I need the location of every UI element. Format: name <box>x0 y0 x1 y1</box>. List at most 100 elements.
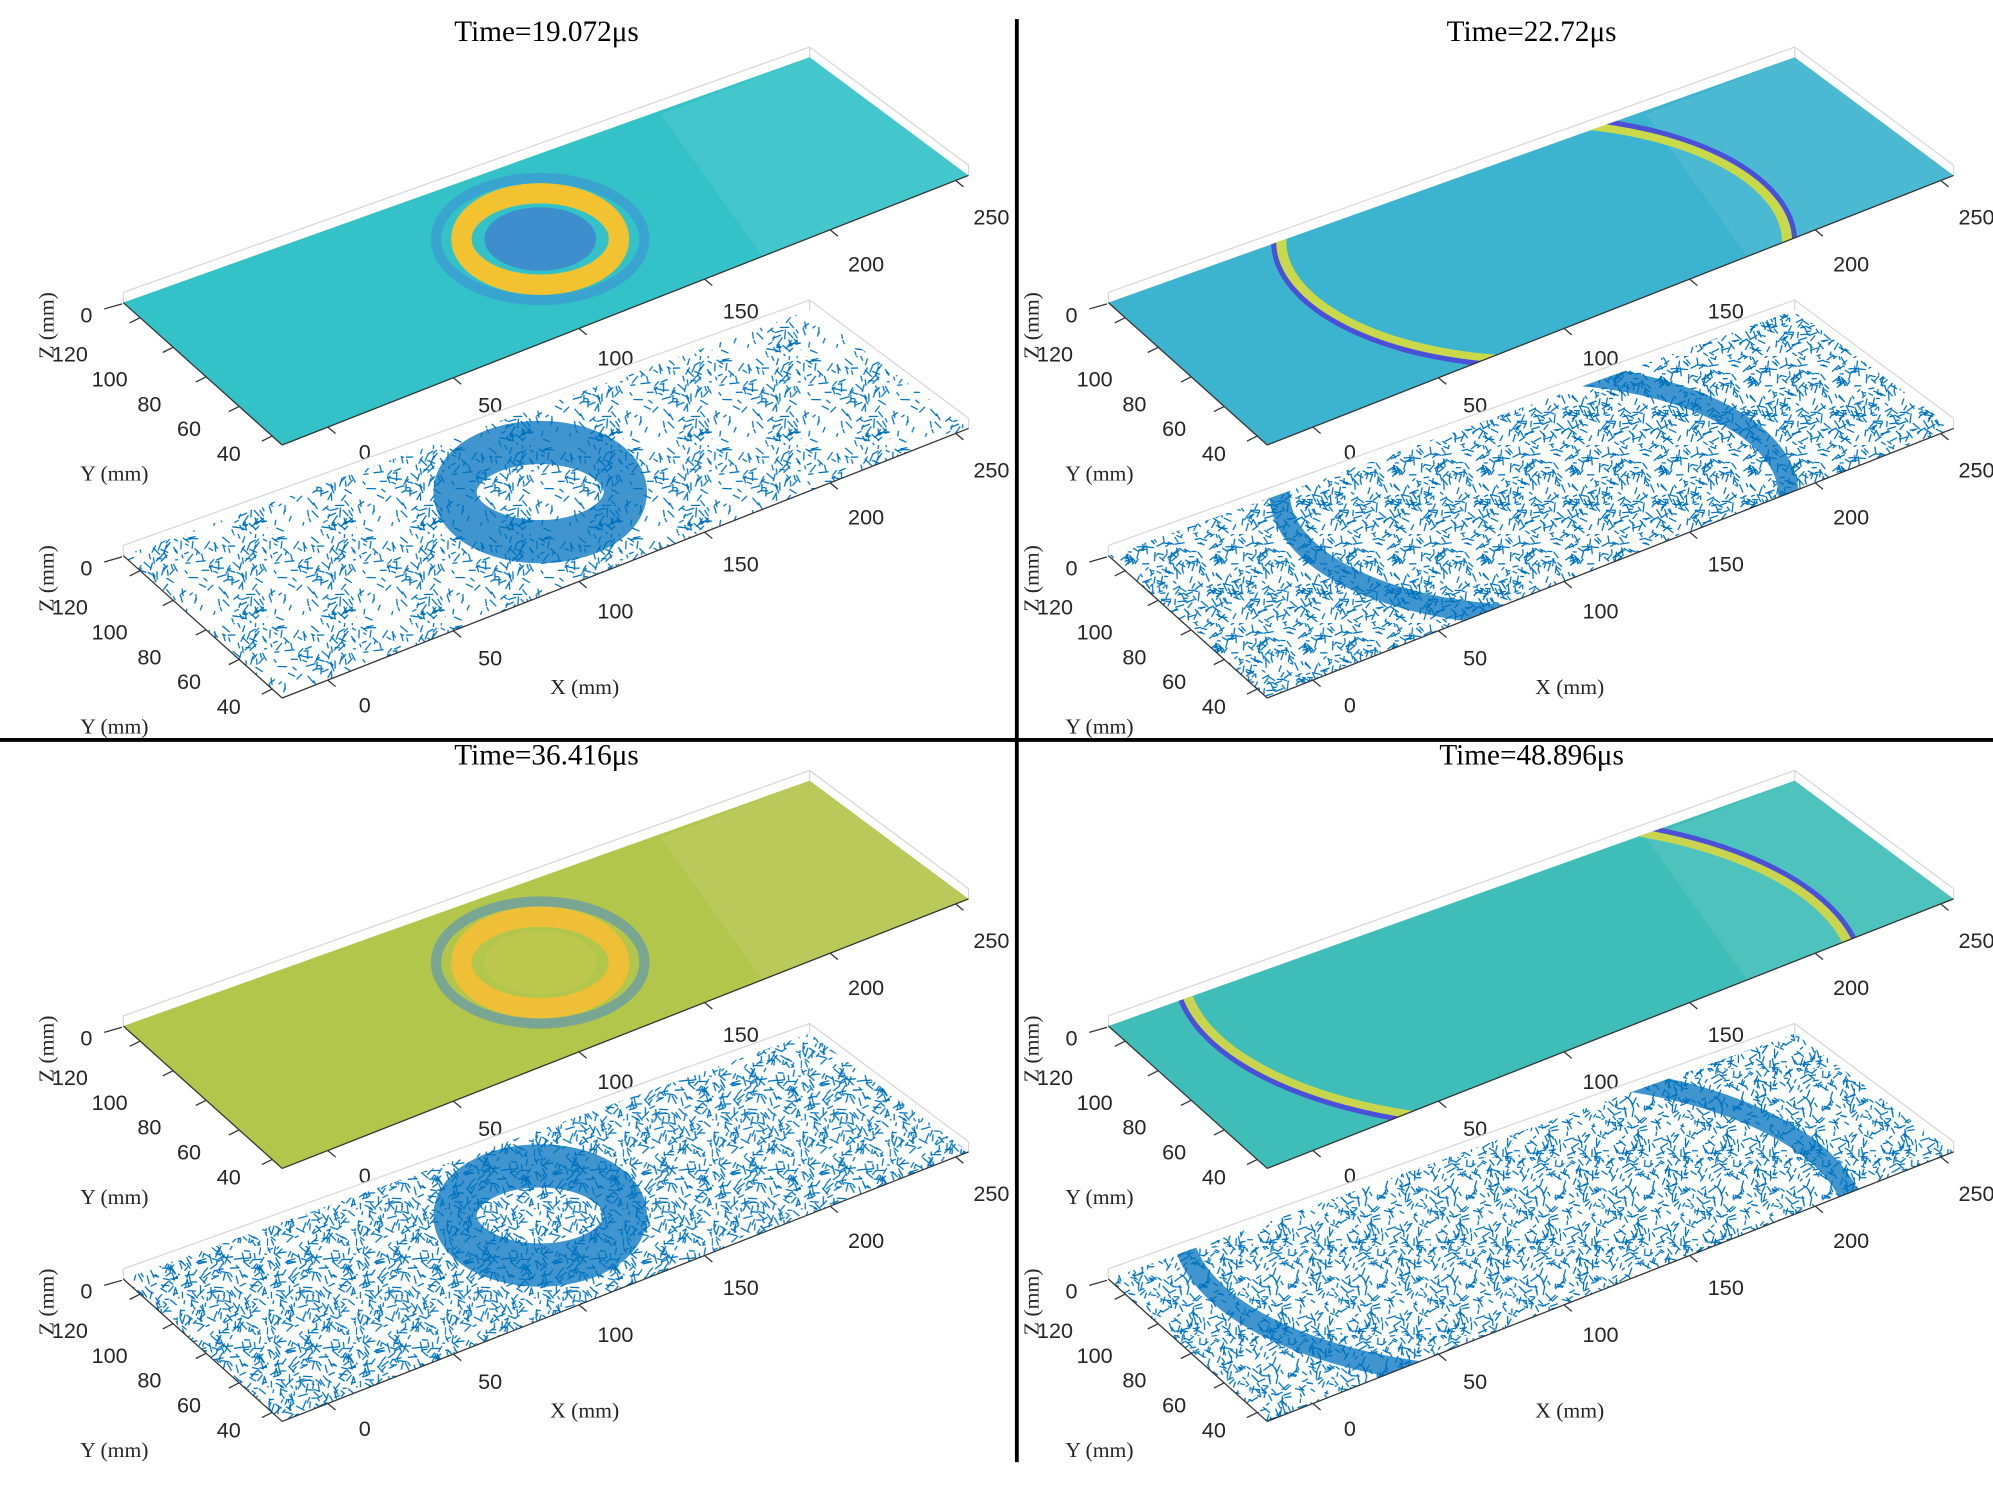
y-axis <box>122 1278 283 1422</box>
x-tick-label: 100 <box>1582 599 1618 624</box>
x-tick-label: 200 <box>848 1228 884 1253</box>
x-tick <box>453 630 462 638</box>
z-tick-label: 0 <box>80 1279 92 1304</box>
x-tick-label: 0 <box>1344 693 1356 718</box>
wave-front <box>433 1144 647 1287</box>
y-axis <box>1107 1025 1268 1169</box>
y-tick-label: 120 <box>1037 595 1073 620</box>
x-tick-label: 150 <box>723 551 759 576</box>
surface <box>1108 780 1954 1169</box>
y-tick-label: 100 <box>1077 1090 1113 1115</box>
x-axis <box>281 427 969 699</box>
x-tick-label: 200 <box>1833 251 1869 276</box>
x-tick <box>955 433 964 441</box>
x-tick-label: 250 <box>973 928 1009 953</box>
x-axis <box>1267 1151 1954 1423</box>
x-axis <box>1267 427 1954 699</box>
y-tick <box>1147 1323 1159 1330</box>
y-tick-label: 60 <box>1162 1393 1186 1418</box>
x-tick-label: 100 <box>597 346 633 371</box>
x-tick-label: 200 <box>1833 504 1869 529</box>
wave-halo <box>430 172 650 306</box>
y-tick-label: 40 <box>217 694 241 719</box>
x-tick <box>1312 1403 1322 1411</box>
x-tick <box>1814 482 1824 490</box>
y-tick-label: 60 <box>177 1393 201 1418</box>
y-tick <box>261 688 273 695</box>
y-tick <box>129 1293 141 1300</box>
wave-core <box>484 207 597 271</box>
y-tick-label: 80 <box>1122 391 1146 416</box>
y-tick-label: 80 <box>137 1115 161 1140</box>
x-tick <box>327 679 336 688</box>
x-tick-label: 50 <box>1463 1369 1487 1394</box>
x-axis-label: X (mm) <box>1535 1398 1604 1422</box>
y-tick-label: 60 <box>1162 669 1186 694</box>
x-tick-label: 200 <box>1833 1228 1869 1253</box>
y-tick <box>195 1099 207 1107</box>
y-axis <box>122 1025 283 1169</box>
y-tick <box>228 1129 240 1136</box>
quiver-ring <box>433 420 647 564</box>
y-tick <box>1213 1382 1225 1389</box>
x-tick <box>1940 433 1949 441</box>
z-tick-label: 0 <box>80 302 92 327</box>
z-axis-label: Z (mm) <box>34 1269 58 1336</box>
x-tick-label: 250 <box>973 204 1009 229</box>
x-tick-label: 50 <box>478 1369 502 1394</box>
x-tick-label: 0 <box>359 1416 371 1441</box>
x-tick <box>1438 630 1447 638</box>
z-tick-label: 0 <box>1065 1026 1077 1051</box>
y-tick <box>261 435 273 442</box>
quiver-field <box>123 1033 969 1422</box>
y-tick-label: 80 <box>1122 1115 1146 1140</box>
y-tick-label: 40 <box>217 441 241 466</box>
x-tick <box>327 426 336 435</box>
quiver-field <box>1108 310 1954 699</box>
x-tick <box>1940 903 1949 911</box>
wave-core <box>484 930 597 995</box>
x-tick-label: 100 <box>1582 346 1618 371</box>
surface <box>123 780 969 1169</box>
surface-shade <box>660 57 969 257</box>
x-tick <box>1563 1051 1573 1059</box>
y-tick <box>1180 1099 1192 1107</box>
x-tick-label: 100 <box>597 599 633 624</box>
x-tick <box>327 1150 336 1158</box>
y-axis <box>1107 555 1268 699</box>
x-tick-label: 250 <box>1958 928 1993 953</box>
x-tick <box>1814 1205 1824 1214</box>
x-tick <box>704 1255 713 1263</box>
y-tick-label: 100 <box>92 1090 128 1115</box>
x-tick <box>1312 679 1322 688</box>
y-axis-label: Y (mm) <box>1065 461 1133 485</box>
y-tick <box>195 1352 207 1360</box>
y-axis <box>122 302 283 446</box>
y-tick-label: 80 <box>1122 1368 1146 1393</box>
y-tick-label: 120 <box>1037 1065 1073 1090</box>
wave-ring <box>451 183 630 295</box>
y-tick <box>162 599 174 607</box>
x-tick-label: 150 <box>723 298 759 323</box>
x-tick <box>704 531 713 540</box>
y-tick-label: 60 <box>177 1140 201 1165</box>
x-tick <box>1940 180 1949 188</box>
panel-title: Time=48.896μs <box>1439 739 1623 771</box>
x-tick-label: 150 <box>1708 298 1744 323</box>
x-tick <box>1940 1156 1949 1164</box>
x-tick <box>453 1353 462 1362</box>
x-tick-label: 250 <box>973 1181 1009 1206</box>
x-axis-label: X (mm) <box>550 1398 619 1422</box>
wave-ring <box>451 906 630 1019</box>
y-tick <box>162 346 174 354</box>
z-tick-label: 0 <box>80 555 92 580</box>
y-tick-label: 40 <box>217 1164 241 1189</box>
surface-shade <box>660 780 969 981</box>
y-tick-label: 40 <box>1202 1417 1226 1442</box>
y-tick <box>1246 435 1258 442</box>
z-tick-label: 0 <box>1065 1279 1077 1304</box>
y-tick <box>1213 1129 1225 1136</box>
x-tick <box>578 581 588 589</box>
